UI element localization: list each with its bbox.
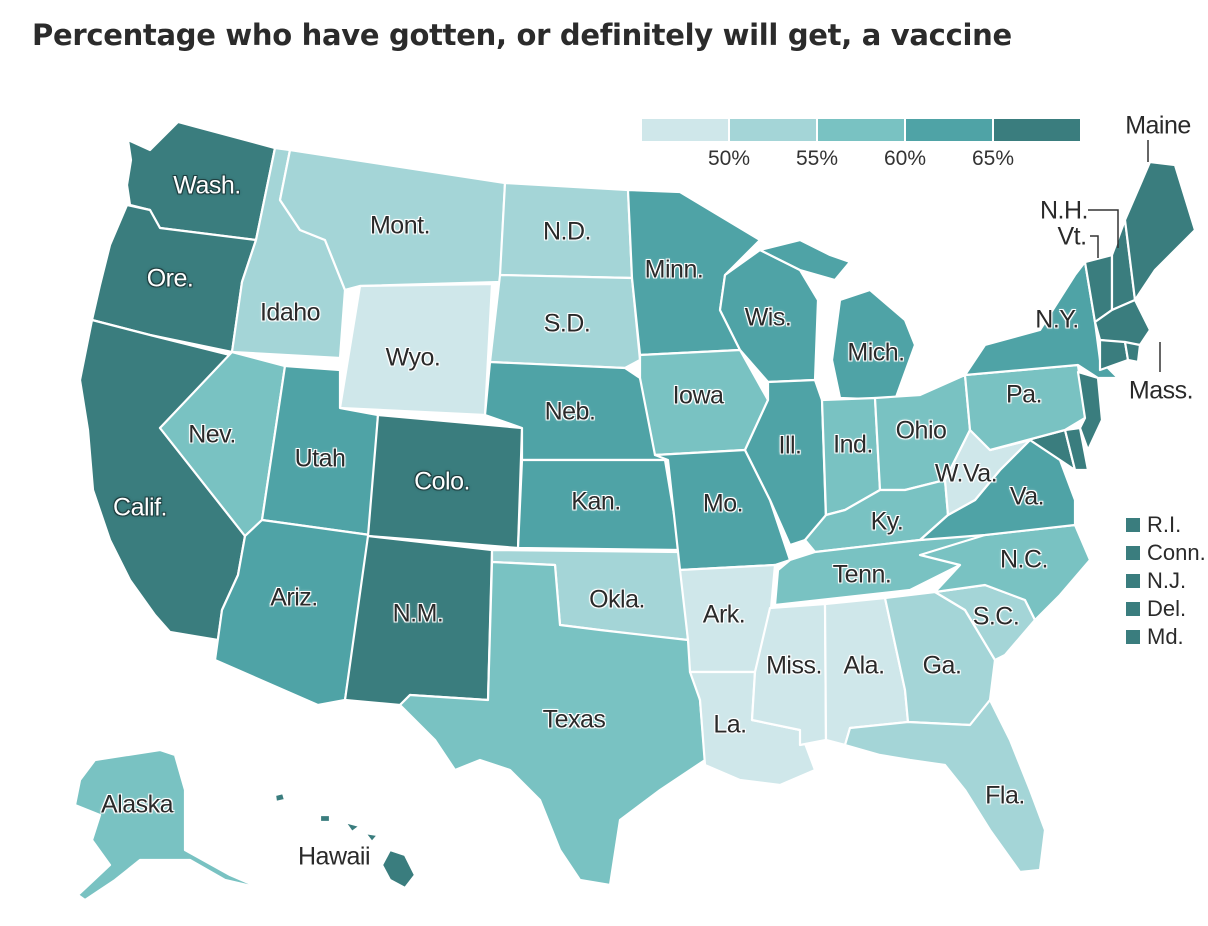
label-ariz: Ariz.: [270, 583, 318, 612]
state-ri: [1123, 340, 1142, 364]
label-alaska: Alaska: [100, 790, 174, 819]
small-state-label: R.I.: [1147, 512, 1182, 537]
color-legend: [642, 119, 1082, 141]
label-ill: Ill.: [778, 431, 803, 460]
state-maine: [1123, 160, 1197, 302]
label-sd: S.D.: [543, 309, 591, 338]
label-nev: Nev.: [188, 420, 236, 449]
legend-tick: 50%: [707, 147, 751, 170]
label-hawaii: Hawaii: [297, 842, 371, 871]
label-texas: Texas: [542, 705, 606, 734]
small-state-label: Md.: [1147, 624, 1184, 649]
small-state-row: R.I.: [1126, 511, 1206, 539]
state-hawaii-islands: [273, 791, 380, 844]
label-mont: Mont.: [369, 211, 431, 240]
legend-swatch: [730, 119, 816, 141]
legend-swatch: [994, 119, 1080, 141]
label-maine: Maine: [1125, 111, 1191, 140]
label-ala: Ala.: [843, 651, 885, 680]
legend-tick: 65%: [971, 147, 1015, 170]
label-tenn: Tenn.: [832, 560, 892, 589]
label-ohio: Ohio: [895, 416, 947, 445]
label-nm: N.M.: [392, 599, 444, 628]
label-mich: Mich.: [847, 338, 905, 367]
small-states-legend: R.I. Conn. N.J. Del. Md.: [1126, 511, 1206, 651]
label-mass: Mass.: [1128, 376, 1194, 405]
label-ny: N.Y.: [1035, 305, 1079, 334]
label-pa: Pa.: [1005, 380, 1043, 409]
label-sc: S.C.: [972, 602, 1020, 631]
small-state-row: N.J.: [1126, 567, 1206, 595]
label-la: La.: [713, 710, 747, 739]
label-iowa: Iowa: [672, 381, 724, 410]
state-conn: [1098, 338, 1130, 372]
small-state-label: Del.: [1147, 596, 1187, 621]
label-okla: Okla.: [589, 585, 645, 614]
state-mich: [830, 288, 917, 402]
small-state-swatch: [1126, 602, 1140, 616]
label-wash: Wash.: [173, 171, 241, 200]
state-del: [1063, 426, 1090, 472]
label-wva: W.Va.: [934, 459, 998, 488]
small-state-swatch: [1126, 574, 1140, 588]
label-calif: Calif.: [113, 493, 167, 522]
label-ind: Ind.: [833, 430, 873, 459]
label-fla: Fla.: [985, 781, 1025, 810]
state-ill: [743, 378, 828, 547]
map-title: Percentage who have gotten, or definitel…: [32, 18, 1012, 52]
label-nh: N.H.: [1040, 196, 1089, 225]
legend-swatch: [906, 119, 992, 141]
state-hawaii: [380, 848, 417, 890]
small-state-swatch: [1126, 518, 1140, 532]
state-texas: [398, 560, 707, 887]
label-ga: Ga.: [922, 651, 962, 680]
label-nd: N.D.: [543, 217, 592, 246]
small-state-row: Conn.: [1126, 539, 1206, 567]
label-ky: Ky.: [870, 507, 904, 536]
label-mo: Mo.: [702, 489, 744, 518]
label-va: Va.: [1009, 482, 1045, 511]
small-state-label: Conn.: [1147, 540, 1206, 565]
label-colo: Colo.: [414, 467, 470, 496]
small-state-swatch: [1126, 546, 1140, 560]
label-idaho: Idaho: [259, 298, 321, 327]
small-state-swatch: [1126, 630, 1140, 644]
label-minn: Minn.: [644, 255, 704, 284]
legend-swatch: [818, 119, 904, 141]
small-state-label: N.J.: [1147, 568, 1187, 593]
label-wis: Wis.: [744, 303, 792, 332]
small-state-row: Del.: [1126, 595, 1206, 623]
state-fla: [843, 698, 1047, 874]
vt-leader: [1090, 235, 1099, 258]
state-alaska: [73, 748, 262, 902]
label-ark: Ark.: [702, 600, 746, 629]
label-wyo: Wyo.: [385, 343, 441, 372]
state-sd: [488, 273, 642, 370]
legend-swatch: [642, 119, 728, 141]
label-vt: Vt.: [1057, 222, 1087, 251]
label-neb: Neb.: [544, 397, 596, 426]
small-state-row: Md.: [1126, 623, 1206, 651]
legend-tick: 55%: [795, 147, 839, 170]
label-nc: N.C.: [1000, 545, 1049, 574]
legend-tick: 60%: [883, 147, 927, 170]
label-ore: Ore.: [146, 264, 194, 293]
label-miss: Miss.: [766, 651, 822, 680]
state-mich-up: [758, 238, 852, 282]
label-utah: Utah: [294, 444, 346, 473]
label-kan: Kan.: [571, 487, 621, 516]
nh-leader: [1088, 209, 1119, 248]
